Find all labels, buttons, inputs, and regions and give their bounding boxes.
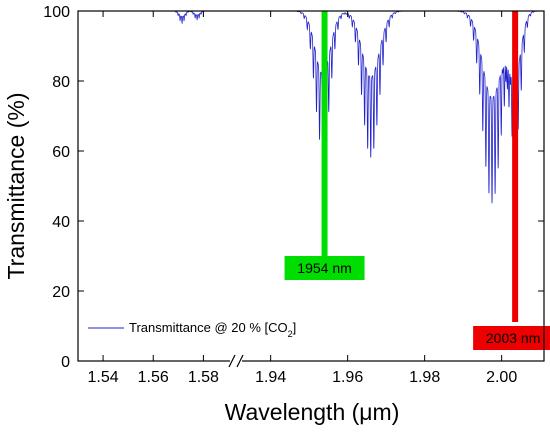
x-tick-label-4: 1.96 [332,369,363,386]
tick-layer: 0 20 40 60 80 100 1.54 1.56 1.58 1.94 1.96 1.98 2.00 [43,4,544,386]
y-tick-label-5: 100 [43,4,70,21]
marker-label-box-1 [284,256,365,280]
axis-break-mark-2 [236,354,244,368]
y-tick-label-4: 80 [52,74,70,91]
marker-label-box-2 [473,326,550,350]
legend: Transmittance @ 20 % [CO2] [88,320,296,339]
y-axis-title: Transmittance (%) [3,92,29,279]
series-line-segment-2 [236,10,544,204]
x-tick-label-5: 1.98 [409,369,440,386]
x-tick-label-3: 1.94 [255,369,286,386]
y-tick-label-1: 20 [52,284,70,301]
marker-label-2: 2003 nm [486,330,540,346]
axis-break-mark-1 [228,354,236,368]
plot-frame [77,10,545,362]
marker-layer: 1954 nm 2003 nm [284,11,550,350]
x-tick-label-2: 1.58 [188,369,219,386]
marker-label-1: 1954 nm [297,260,351,276]
x-tick-label-0: 1.54 [88,369,119,386]
series-line-segment-1 [78,10,236,25]
y-tick-label-3: 60 [52,144,70,161]
series-layer [78,10,544,204]
x-axis-title: Wavelength (μm) [225,399,400,425]
legend-label: Transmittance @ 20 % [CO2] [129,320,296,339]
x-tick-label-1: 1.56 [138,369,169,386]
x-tick-label-6: 2.00 [486,369,517,386]
y-tick-label-2: 40 [52,214,70,231]
y-tick-label-0: 0 [61,354,70,371]
